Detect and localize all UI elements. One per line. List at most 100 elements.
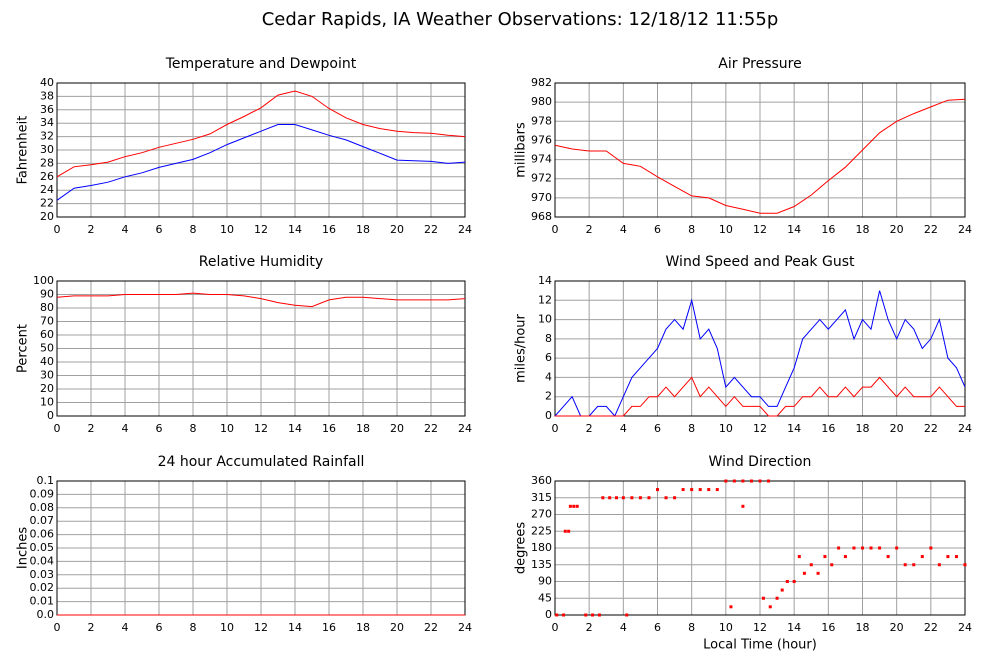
x-tick-label: 2	[586, 223, 593, 236]
y-tick-label: 100	[33, 274, 54, 287]
y-tick-label: 0.01	[30, 595, 55, 608]
x-tick-label: 22	[924, 422, 938, 435]
x-tick-label: 12	[753, 223, 767, 236]
y-tick-label: 34	[40, 116, 54, 129]
y-tick-label: 22	[40, 197, 54, 210]
y-tick-label: 0	[47, 409, 54, 422]
data-point	[809, 563, 813, 567]
data-point	[775, 596, 779, 600]
y-tick-label: 0	[545, 608, 552, 621]
data-point	[937, 563, 941, 567]
data-point	[929, 546, 933, 550]
y-tick-label: 315	[531, 491, 552, 504]
x-axis-label: Local Time (hour)	[703, 638, 817, 653]
y-tick-label: 40	[40, 355, 54, 368]
x-tick-label: 16	[821, 621, 835, 634]
y-tick-label: 90	[538, 575, 552, 588]
data-point	[698, 488, 702, 492]
x-tick-label: 8	[190, 621, 197, 634]
data-point	[749, 479, 753, 483]
x-tick-label: 20	[390, 422, 404, 435]
data-point	[681, 488, 685, 492]
x-tick-label: 8	[190, 422, 197, 435]
y-tick-label: 976	[531, 133, 552, 146]
data-point	[630, 496, 634, 500]
data-point	[895, 546, 899, 550]
y-tick-label: 30	[40, 143, 54, 156]
data-point	[724, 479, 728, 483]
data-point	[830, 563, 834, 567]
data-point	[792, 580, 796, 583]
x-tick-label: 18	[356, 422, 370, 435]
data-point	[903, 563, 907, 567]
data-point	[761, 596, 765, 600]
x-tick-label: 0	[54, 422, 61, 435]
y-tick-label: 0.08	[30, 501, 55, 514]
x-tick-label: 20	[390, 223, 404, 236]
x-tick-label: 22	[424, 621, 438, 634]
y-tick-label: 970	[531, 191, 552, 204]
data-point	[597, 613, 601, 617]
x-tick-label: 0	[552, 621, 559, 634]
y-tick-label: 20	[40, 382, 54, 395]
y-tick-label: 0.09	[30, 487, 55, 500]
panel-title: Relative Humidity	[199, 254, 323, 270]
y-tick-label: 12	[538, 293, 552, 306]
y-tick-label: 225	[531, 524, 552, 537]
x-tick-label: 6	[156, 621, 163, 634]
data-point	[555, 613, 559, 617]
x-tick-label: 10	[719, 621, 733, 634]
y-tick-label: 30	[40, 369, 54, 382]
data-point	[869, 546, 873, 550]
data-point	[741, 504, 745, 508]
x-tick-label: 18	[856, 223, 870, 236]
y-tick-label: 978	[531, 114, 552, 127]
x-tick-label: 6	[654, 621, 661, 634]
y-tick-label: 28	[40, 156, 54, 169]
x-tick-label: 8	[688, 621, 695, 634]
y-axis-label: Fahrenheit	[16, 116, 31, 185]
data-point	[780, 588, 784, 592]
data-point	[664, 496, 668, 500]
x-tick-label: 8	[688, 223, 695, 236]
x-tick-label: 18	[356, 223, 370, 236]
data-point	[823, 555, 827, 559]
data-point	[601, 496, 605, 500]
x-tick-label: 2	[88, 621, 95, 634]
data-line	[56, 124, 466, 201]
x-tick-label: 14	[288, 422, 302, 435]
x-tick-label: 4	[620, 422, 627, 435]
x-tick-label: 6	[156, 223, 163, 236]
data-point	[878, 546, 882, 550]
y-tick-label: 0.03	[30, 568, 55, 581]
y-tick-label: 90	[40, 288, 54, 301]
x-tick-label: 22	[424, 422, 438, 435]
y-tick-label: 70	[40, 315, 54, 328]
x-tick-label: 12	[254, 223, 268, 236]
data-point	[707, 488, 711, 492]
panel-title: Wind Direction	[709, 454, 812, 470]
y-tick-label: 0.05	[30, 541, 55, 554]
data-point	[797, 555, 801, 559]
x-tick-label: 12	[753, 621, 767, 634]
data-point	[785, 580, 789, 583]
x-tick-label: 0	[552, 223, 559, 236]
x-tick-label: 12	[254, 422, 268, 435]
x-tick-label: 12	[254, 621, 268, 634]
y-tick-label: 10	[538, 313, 552, 326]
y-tick-label: 0.07	[30, 514, 55, 527]
x-tick-label: 14	[288, 223, 302, 236]
y-tick-label: 980	[531, 95, 552, 108]
data-point	[843, 555, 847, 559]
data-point	[673, 496, 677, 500]
x-tick-label: 6	[156, 422, 163, 435]
x-tick-label: 14	[787, 223, 801, 236]
x-tick-label: 24	[458, 422, 472, 435]
plot-frame	[554, 280, 966, 417]
x-tick-label: 20	[890, 223, 904, 236]
data-point	[656, 488, 659, 492]
y-axis-label: Percent	[16, 324, 31, 373]
y-tick-label: 38	[40, 89, 54, 102]
y-tick-label: 8	[545, 332, 552, 345]
x-tick-label: 10	[719, 223, 733, 236]
